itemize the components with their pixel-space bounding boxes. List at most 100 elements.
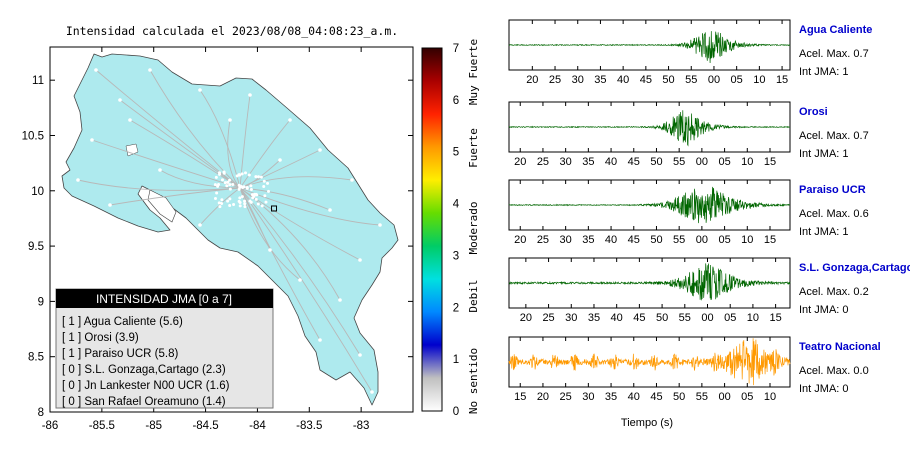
waveform-tick-label: 55 [685, 74, 697, 86]
colorbar-ticks: 0 1 2 3 4 5 6 7 [453, 43, 460, 418]
road [149, 69, 241, 189]
town-marker [358, 353, 362, 357]
town-marker [225, 184, 229, 188]
road [239, 187, 361, 356]
colorbar: 0 1 2 3 4 5 6 7 No sentido Debil Moderado Fuerte Mu… [421, 39, 480, 418]
waveform-tick-label: 10 [764, 391, 776, 403]
waveform-tick-label: 15 [769, 312, 781, 324]
colorbar-tick-label: 7 [453, 43, 459, 55]
waveform-tick-label: 05 [731, 74, 743, 86]
map-y-tick-label: 8.5 [28, 352, 44, 364]
colorbar-tick-label: 4 [453, 199, 460, 211]
town-marker [245, 186, 249, 190]
waveform-panel: 20 25 30 35 40 45 50 55 00 05 10 15 Agua Caliente Ace… [508, 19, 872, 86]
waveform-tick-label: 50 [662, 74, 674, 86]
town-marker [278, 158, 282, 162]
town-marker [237, 173, 241, 177]
waveform-tick-label: 30 [565, 312, 577, 324]
jma-intensity: Int JMA: 1 [799, 148, 849, 160]
waveform-tick-label: 40 [611, 312, 623, 324]
road [77, 179, 241, 191]
town-marker [148, 68, 152, 72]
station-name: Teatro Nacional [799, 341, 881, 353]
waveform-tick-label: 50 [673, 391, 685, 403]
waveform-trace [508, 186, 791, 224]
town-marker [243, 199, 247, 203]
town-marker [228, 203, 232, 207]
waveform-tick-label: 05 [718, 234, 730, 246]
map-x-tick-label: -84 [249, 420, 266, 432]
roads [77, 69, 381, 393]
waveform-tick-label: 00 [696, 234, 708, 246]
waveform-tick-label: 25 [542, 312, 554, 324]
town-marker [213, 183, 217, 187]
waveform-tick-label: 00 [701, 312, 713, 324]
map-y-axis: 11 10.5 10 9.5 9 8.5 8 [22, 75, 413, 419]
max-acceleration: Acel. Max. 0.2 [799, 286, 869, 298]
waveform-tick-label: 35 [582, 156, 594, 168]
waveform-tick-label: 25 [537, 156, 549, 168]
town-marker [238, 196, 242, 200]
road [239, 187, 271, 251]
road [239, 149, 321, 189]
waveform-tick-label: 05 [724, 312, 736, 324]
road [239, 119, 291, 189]
town-marker [228, 178, 232, 182]
legend-item: [ 0 ] San Rafael Oreamuno (1.4) [62, 396, 226, 408]
town-marker [267, 189, 271, 193]
legend-item: [ 1 ] Paraiso UCR (5.8) [62, 348, 178, 360]
town-marker [231, 183, 235, 187]
road [227, 119, 241, 189]
waveform-panel: 20 25 30 35 40 45 50 55 00 05 10 15 Paraiso UCR Acel.… [508, 179, 869, 246]
town-marker [254, 197, 258, 201]
colorbar-category-label: Debil [467, 279, 480, 312]
town-marker [218, 205, 222, 209]
map-x-tick-label: -85.5 [89, 420, 115, 432]
legend-item: [ 0 ] S.L. Gonzaga,Cartago (2.3) [62, 364, 226, 376]
town-marker [259, 175, 263, 179]
road [239, 187, 331, 211]
colorbar-category-label: Fuerte [467, 128, 480, 168]
town-marker [223, 181, 227, 185]
waveform-tick-label: 45 [628, 156, 640, 168]
town-marker [247, 173, 251, 177]
town-marker [220, 201, 224, 205]
town-marker [240, 195, 244, 199]
waveform-tick-label: 20 [520, 312, 532, 324]
time-axis-label: Tiempo (s) [621, 417, 673, 429]
colorbar-category-label: No sentido [467, 348, 480, 414]
town-marker [263, 194, 267, 198]
road [129, 119, 241, 189]
map-x-tick-label: -83.5 [296, 420, 322, 432]
town-marker [198, 88, 202, 92]
town-marker [268, 248, 272, 252]
road [239, 187, 373, 393]
town-marker [256, 175, 260, 179]
jma-intensity: Int JMA: 1 [799, 66, 849, 78]
colorbar-category-label: Moderado [467, 202, 480, 255]
waveform-tick-label: 35 [594, 74, 606, 86]
map-y-tick-label: 10.5 [22, 130, 44, 142]
map-frame [49, 46, 414, 413]
town-marker [158, 168, 162, 172]
waveform-tick-label: 20 [514, 234, 526, 246]
jma-intensity: Int JMA: 1 [799, 226, 849, 238]
town-marker [238, 201, 242, 205]
max-acceleration: Acel. Max. 0.7 [799, 48, 869, 60]
town-marker [298, 278, 302, 282]
town-marker [90, 138, 94, 142]
map-x-axis: -86 -85.5 -85 -84.5 -84 -83.5 -83 [42, 47, 369, 432]
waveform-tick-label: 25 [537, 234, 549, 246]
town-marker [118, 98, 122, 102]
waveform-tick-label: 15 [764, 156, 776, 168]
map-y-tick-label: 8 [38, 407, 44, 419]
waveform-tick-label: 45 [640, 74, 652, 86]
town-marker [243, 171, 247, 175]
waveform-tick-label: 10 [741, 234, 753, 246]
waveform-panel: 20 25 30 35 40 45 50 55 00 05 10 15 S.L. Gonzaga,Car… [508, 257, 910, 324]
road [91, 139, 241, 189]
colorbar-tick-label: 1 [453, 354, 459, 366]
town-marker [218, 172, 222, 176]
map-y-tick-label: 9 [38, 296, 44, 308]
